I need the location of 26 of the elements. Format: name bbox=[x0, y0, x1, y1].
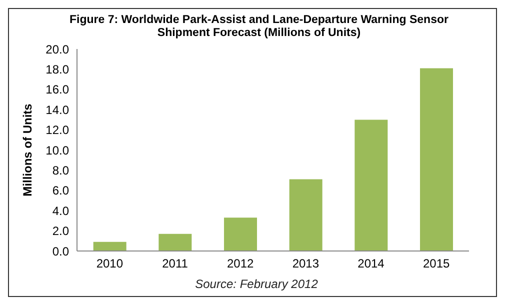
y-tick-label: 14.0 bbox=[46, 102, 70, 117]
y-tick-label: 10.0 bbox=[46, 143, 70, 158]
x-tick-label: 2015 bbox=[422, 256, 450, 271]
y-tick-label: 12.0 bbox=[46, 123, 70, 138]
y-tick-label: 6.0 bbox=[52, 184, 70, 198]
source-note: Source: February 2012 bbox=[194, 277, 319, 291]
x-tick-label: 2011 bbox=[162, 256, 188, 271]
x-tick-label: 2013 bbox=[292, 256, 320, 271]
bar bbox=[354, 120, 388, 251]
y-tick-label: 0.0 bbox=[52, 244, 70, 258]
y-axis-title: Millions of Units bbox=[20, 103, 34, 196]
bar bbox=[420, 68, 453, 251]
bar bbox=[224, 218, 257, 251]
chart-title: Figure 7: Worldwide Park-Assist and Lane-Departure Warning Sensor Shipment Forecast (Millions of Units) bbox=[68, 14, 450, 40]
bar bbox=[158, 234, 192, 251]
bar bbox=[93, 242, 126, 251]
bar bbox=[289, 179, 322, 251]
y-tick-label: 18.0 bbox=[46, 62, 70, 76]
y-tick-label: 16.0 bbox=[46, 82, 70, 97]
y-tick-label: 4.0 bbox=[52, 204, 70, 218]
x-tick-label: 2010 bbox=[96, 256, 124, 271]
y-tick-label: 20.0 bbox=[46, 42, 70, 56]
y-tick-label: 8.0 bbox=[52, 163, 70, 178]
x-tick-label: 2012 bbox=[226, 256, 254, 271]
x-tick-label: 2014 bbox=[358, 256, 385, 271]
y-tick-label: 2.0 bbox=[52, 224, 70, 238]
